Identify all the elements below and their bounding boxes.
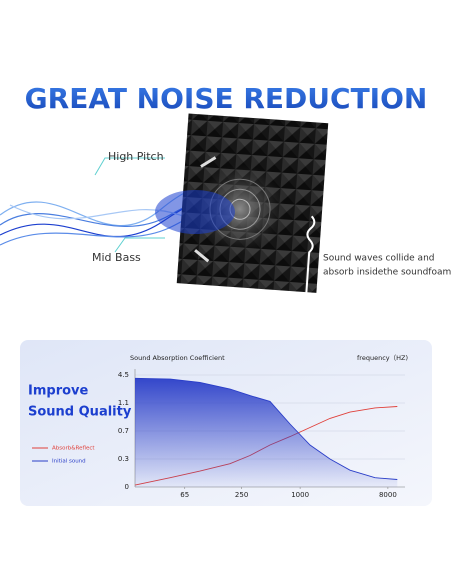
headline: Improve (28, 384, 89, 399)
title: GREAT NOISE REDUCTION (25, 82, 428, 115)
note-line: absorb insidethe soundfoam. (323, 268, 452, 278)
y-tick-label: 4.5 (118, 371, 129, 379)
callout-label: Mid Bass (92, 251, 141, 264)
x-tick-label: 250 (235, 491, 248, 499)
plot: 0 0.3 0.7 1.1 4.5 65 250 1000 8000 Absorb&Reflect… (32, 369, 405, 499)
note-line: Sound waves collide and (323, 254, 435, 264)
headline: Sound Quality (28, 405, 132, 420)
callout-label: High Pitch (108, 150, 164, 163)
y-tick-label: 0 (125, 483, 129, 491)
callout-line (94, 157, 165, 176)
wave-glow (155, 190, 235, 234)
y-axis-title: Sound Absorption Coefficient (130, 354, 225, 362)
legend-label: Initial sound (52, 459, 86, 465)
x-tick-label: 8000 (379, 491, 397, 499)
y-tick-label: 0.7 (118, 427, 129, 435)
series-line (134, 377, 398, 480)
x-tick-label: 1000 (291, 491, 309, 499)
legend-label: Absorb&Reflect (52, 446, 95, 452)
callout-line (114, 237, 165, 253)
y-tick-label: 0.3 (118, 455, 129, 463)
area (135, 378, 398, 487)
x-tick-label: 65 (180, 491, 189, 499)
x-axis-title: frequency（HZ) (357, 354, 408, 362)
y-tick-label: 1.1 (118, 399, 129, 407)
